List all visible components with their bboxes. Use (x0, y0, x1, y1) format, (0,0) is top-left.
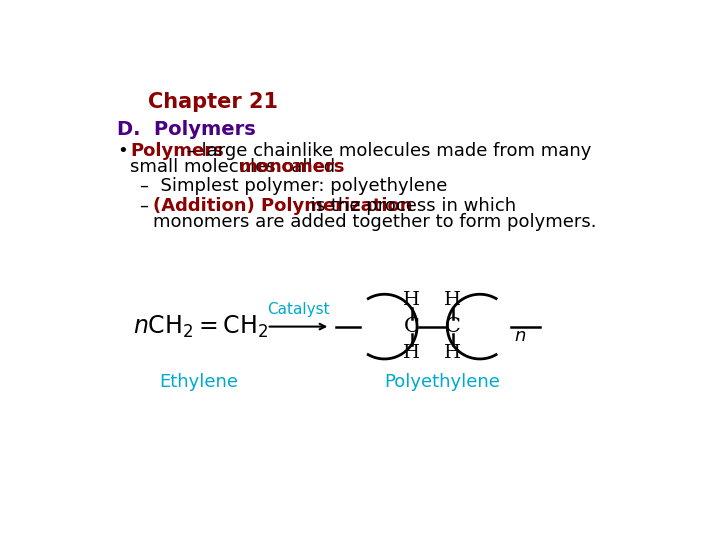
Text: Ethylene: Ethylene (159, 373, 238, 391)
Text: $n$: $n$ (514, 327, 526, 345)
Text: H: H (444, 344, 462, 362)
Text: –  Simplest polymer: polyethylene: – Simplest polymer: polyethylene (140, 177, 448, 195)
Text: C: C (445, 317, 461, 336)
Text: •: • (117, 142, 128, 160)
Text: (Addition) Polymerization: (Addition) Polymerization (153, 197, 413, 215)
Text: D.  Polymers: D. Polymers (117, 120, 256, 139)
Text: monomers: monomers (238, 158, 345, 176)
Text: H: H (444, 292, 462, 309)
Text: –: – (140, 197, 161, 215)
Text: Polymers: Polymers (130, 142, 224, 160)
Text: C: C (404, 317, 420, 336)
Text: Polyethylene: Polyethylene (384, 373, 500, 391)
Text: $n\mathrm{CH_2{=}CH_2}$: $n\mathrm{CH_2{=}CH_2}$ (132, 314, 268, 340)
Text: is the process in which: is the process in which (305, 197, 516, 215)
Text: H: H (403, 292, 420, 309)
Text: small molecules called: small molecules called (130, 158, 341, 176)
Text: monomers are added together to form polymers.: monomers are added together to form poly… (153, 213, 596, 232)
Text: Catalyst: Catalyst (267, 301, 330, 316)
Text: Chapter 21: Chapter 21 (148, 92, 278, 112)
Text: – large chainlike molecules made from many: – large chainlike molecules made from ma… (181, 142, 592, 160)
Text: H: H (403, 344, 420, 362)
